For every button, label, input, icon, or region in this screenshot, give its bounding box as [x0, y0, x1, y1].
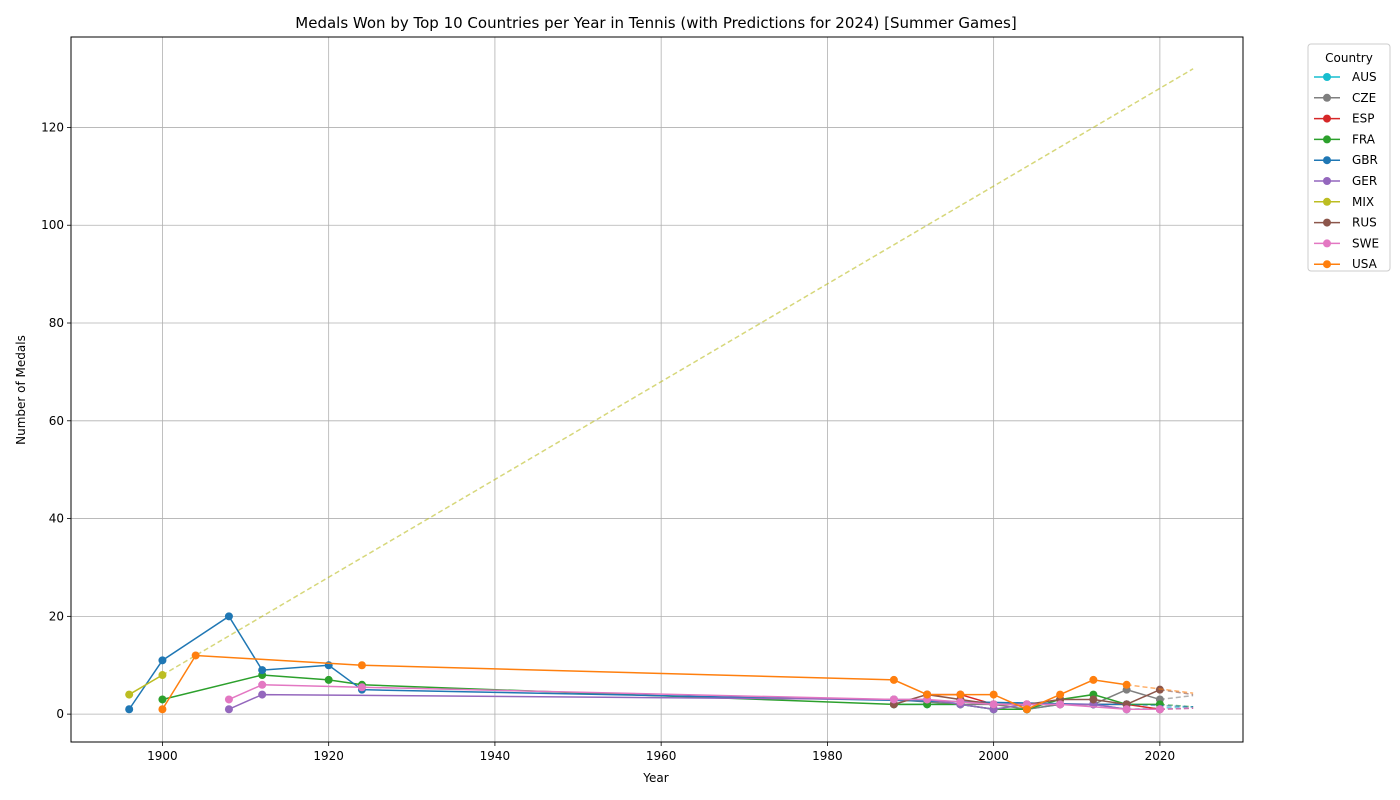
- series-line: [128, 674, 163, 696]
- series-mix: [125, 68, 1194, 699]
- data-point: [1022, 705, 1031, 714]
- x-tick-label: 2000: [978, 749, 1009, 763]
- data-point: [1056, 700, 1065, 709]
- data-point: [224, 695, 233, 704]
- data-point: [1155, 705, 1164, 714]
- legend-items: AUS CZE ESP FRA GBR GER MIX RUS SWE USA: [1314, 70, 1379, 271]
- data-point: [989, 700, 998, 709]
- legend-label: GBR: [1352, 153, 1378, 167]
- legend-title: Country: [1325, 51, 1373, 65]
- data-point: [889, 675, 898, 684]
- legend-label: AUS: [1352, 70, 1377, 84]
- legend-item-mix: MIX: [1314, 195, 1374, 209]
- legend-item-esp: ESP: [1314, 112, 1374, 126]
- prediction-line: [162, 68, 1194, 676]
- legend-swatch-marker: [1323, 177, 1331, 185]
- series-usa: [158, 651, 1194, 714]
- data-point: [956, 690, 965, 699]
- prediction-line: [1159, 707, 1194, 710]
- y-tick-label: 40: [49, 512, 64, 526]
- data-point: [1056, 690, 1065, 699]
- legend-swatch-marker: [1323, 114, 1331, 123]
- legend-item-ger: GER: [1314, 174, 1377, 188]
- y-tick-label: 120: [41, 120, 64, 134]
- plot-area-frame: [70, 36, 1244, 743]
- x-tick-label: 1940: [480, 749, 511, 763]
- y-axis-label: Number of Medals: [14, 335, 28, 445]
- data-point: [923, 690, 932, 699]
- legend-item-rus: RUS: [1314, 216, 1377, 230]
- series-line: [893, 688, 1161, 711]
- y-tick-label: 0: [56, 707, 64, 721]
- legend-label: MIX: [1352, 195, 1374, 209]
- series-lines: [125, 68, 1194, 714]
- legend-label: GER: [1352, 174, 1377, 188]
- x-tick-label: 1900: [147, 749, 178, 763]
- legend-item-swe: SWE: [1314, 236, 1379, 250]
- data-point: [224, 612, 233, 621]
- chart-title: Medals Won by Top 10 Countries per Year …: [295, 14, 1016, 32]
- data-point: [1122, 705, 1131, 714]
- prediction-line: [1159, 688, 1194, 696]
- data-point: [224, 705, 233, 714]
- data-point: [889, 695, 898, 704]
- data-point: [1122, 680, 1131, 689]
- data-point: [258, 666, 267, 675]
- data-point: [324, 675, 333, 684]
- legend-label: FRA: [1352, 132, 1376, 146]
- data-point: [158, 695, 167, 704]
- data-point: [258, 680, 267, 689]
- data-point: [956, 697, 965, 706]
- legend-item-gbr: GBR: [1314, 153, 1378, 167]
- legend-swatch-marker: [1323, 135, 1331, 144]
- x-tick-label: 2020: [1145, 749, 1176, 763]
- legend-swatch-marker: [1323, 73, 1331, 81]
- data-point: [158, 671, 167, 680]
- y-axis-ticks: 0 20 40 60 80 100 120: [41, 120, 71, 721]
- data-point: [357, 683, 366, 692]
- series-line: [128, 615, 1127, 710]
- data-point: [158, 705, 167, 714]
- legend-item-aus: AUS: [1314, 70, 1377, 84]
- legend-label: USA: [1352, 257, 1378, 271]
- legend-swatch-marker: [1323, 260, 1331, 269]
- grid-lines: [71, 37, 1243, 742]
- prediction-line: [1126, 684, 1194, 694]
- y-tick-label: 60: [49, 414, 64, 428]
- x-tick-label: 1920: [313, 749, 344, 763]
- legend-label: CZE: [1352, 91, 1376, 105]
- legend-swatch-marker: [1323, 197, 1331, 206]
- legend-label: SWE: [1352, 236, 1379, 250]
- x-tick-label: 1980: [812, 749, 843, 763]
- data-point: [357, 661, 366, 670]
- data-point: [191, 651, 200, 660]
- x-axis-ticks: 1900 1920 1940 1960 1980 2000 2020: [147, 742, 1175, 763]
- x-axis-label: Year: [642, 771, 668, 785]
- data-point: [258, 690, 267, 699]
- data-point: [125, 705, 134, 714]
- legend-swatch-marker: [1323, 218, 1331, 227]
- y-tick-label: 20: [49, 609, 64, 623]
- legend-item-fra: FRA: [1314, 132, 1376, 146]
- y-tick-label: 80: [49, 316, 64, 330]
- data-point: [125, 690, 134, 699]
- data-point: [158, 656, 167, 665]
- legend-swatch-marker: [1323, 239, 1331, 248]
- legend-label: ESP: [1352, 112, 1374, 126]
- data-point: [1089, 695, 1098, 704]
- x-tick-label: 1960: [646, 749, 677, 763]
- y-tick-label: 100: [41, 218, 64, 232]
- legend-item-usa: USA: [1314, 257, 1378, 271]
- legend-swatch-marker: [1323, 156, 1331, 165]
- prediction-line: [1159, 694, 1194, 701]
- data-point: [989, 690, 998, 699]
- data-point: [1089, 675, 1098, 684]
- legend-label: RUS: [1352, 216, 1377, 230]
- legend-swatch-marker: [1323, 93, 1331, 102]
- legend-item-cze: CZE: [1314, 91, 1376, 105]
- legend: Country AUS CZE ESP FRA GBR GER MIX RUS SWE USA: [1307, 43, 1391, 272]
